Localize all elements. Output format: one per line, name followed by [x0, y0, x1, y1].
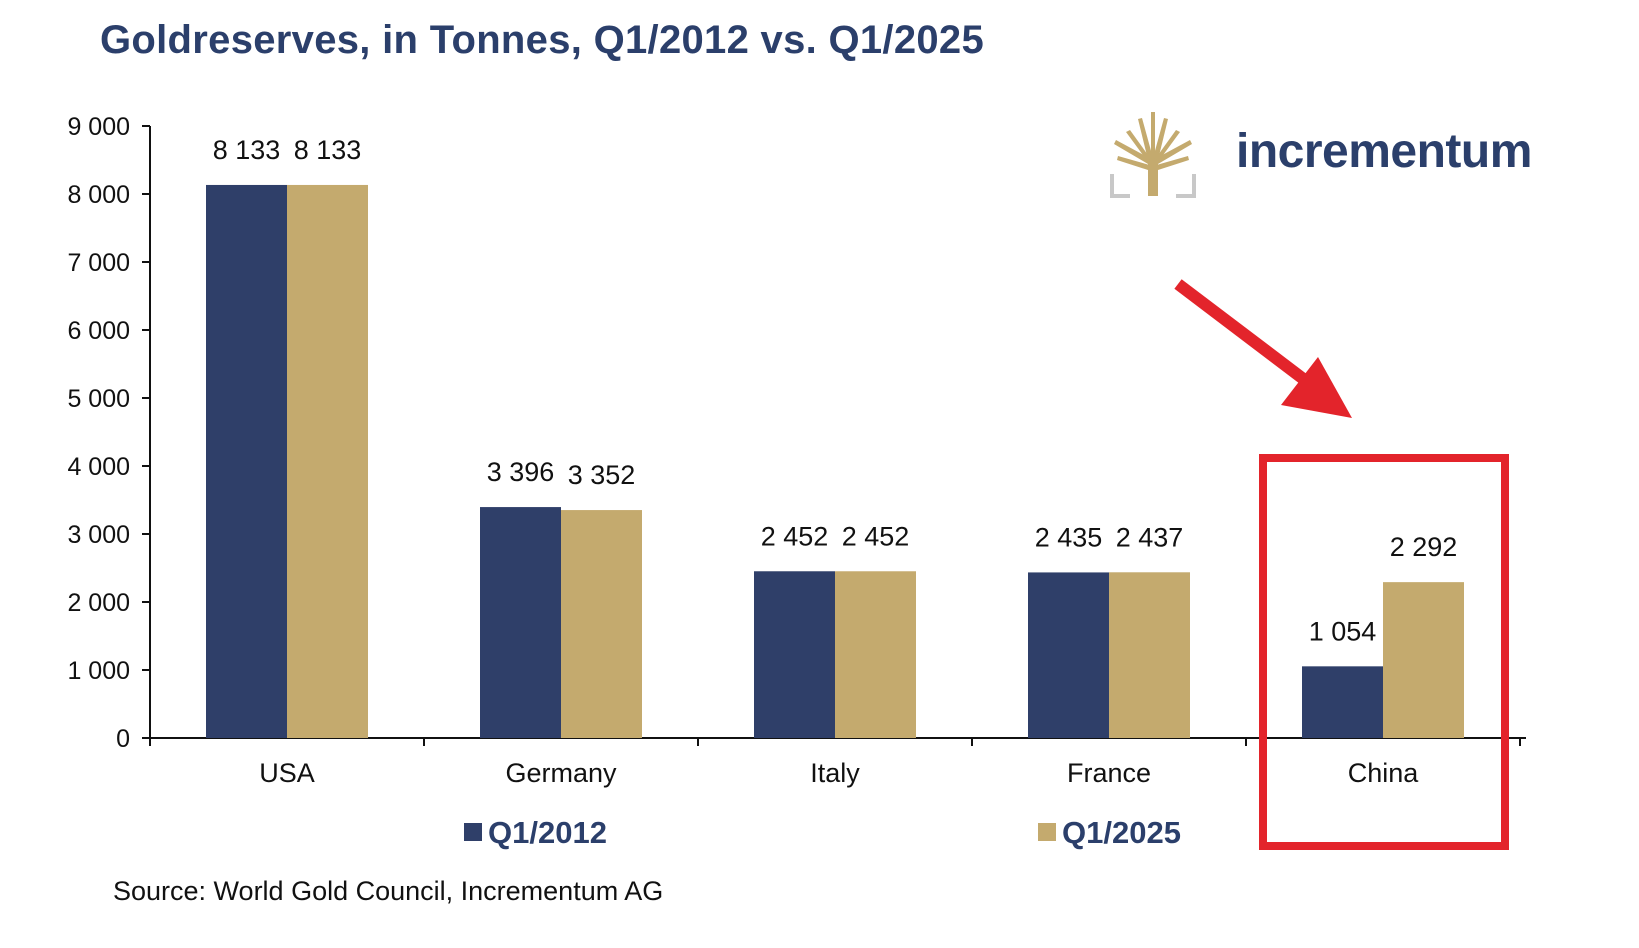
- y-tick-label: 9 000: [67, 113, 130, 141]
- data-label: 2 452: [761, 521, 829, 551]
- x-tick-label: France: [1067, 758, 1151, 788]
- tree-icon: [1110, 112, 1196, 198]
- x-axis: [149, 737, 1526, 746]
- x-tick-label: China: [1348, 758, 1420, 788]
- data-labels: 8 133 8 133 3 396 3 352 2 452 2 452 2 435 2 437…: [213, 135, 1458, 646]
- bar-italy-q1-2012: [754, 571, 835, 738]
- data-label: 3 396: [487, 457, 555, 487]
- legend-swatch: [1038, 823, 1056, 841]
- chart-title: Goldreserves, in Tonnes, Q1/2012 vs. Q1/…: [100, 18, 985, 62]
- bar-china-q1-2025: [1383, 582, 1464, 738]
- bar-italy-q1-2025: [835, 571, 916, 738]
- data-label: 2 452: [842, 521, 910, 551]
- y-tick-label: 0: [116, 725, 130, 753]
- bar-germany-q1-2025: [561, 510, 642, 738]
- red-arrow-icon: [1174, 279, 1352, 418]
- y-tick-label: 3 000: [67, 521, 130, 549]
- y-tick-label: 1 000: [67, 657, 130, 685]
- x-tick-label: Italy: [810, 758, 860, 788]
- bars: [206, 184, 1464, 738]
- y-tick-label: 2 000: [67, 589, 130, 617]
- data-label: 1 054: [1309, 616, 1377, 646]
- incrementum-logo: incrementum: [1108, 110, 1588, 200]
- y-tick-label: 5 000: [67, 385, 130, 413]
- x-tick-labels: USA Germany Italy France China: [259, 758, 1419, 788]
- bar-france-q1-2025: [1109, 572, 1190, 738]
- source-note: Source: World Gold Council, Incrementum …: [113, 876, 664, 906]
- y-axis: 0 1 000 2 000 3 000 4 000 5 000 6 000 7 000 8 00…: [67, 113, 151, 753]
- bar-china-q1-2012: [1302, 666, 1383, 738]
- bar-usa-q1-2012: [206, 184, 287, 738]
- y-tick-label: 7 000: [67, 249, 130, 277]
- y-tick-label: 8 000: [67, 181, 130, 209]
- data-label: 3 352: [568, 460, 636, 490]
- highlight-box: [1259, 454, 1509, 850]
- logo-wordmark: incrementum: [1236, 125, 1532, 178]
- data-label: 8 133: [294, 135, 362, 165]
- legend-label: Q1/2012: [488, 815, 607, 850]
- data-label: 2 292: [1390, 532, 1458, 562]
- bar-germany-q1-2012: [480, 507, 561, 738]
- bar-usa-q1-2025: [287, 184, 368, 738]
- data-label: 8 133: [213, 135, 281, 165]
- data-label: 2 437: [1116, 522, 1184, 552]
- y-tick-label: 4 000: [67, 453, 130, 481]
- legend: Q1/2012 Q1/2025: [464, 815, 1181, 850]
- bar-france-q1-2012: [1028, 572, 1109, 738]
- legend-swatch: [464, 823, 482, 841]
- y-tick-label: 6 000: [67, 317, 130, 345]
- x-tick-label: Germany: [505, 758, 617, 788]
- x-tick-label: USA: [259, 758, 315, 788]
- annotations: [1174, 279, 1509, 850]
- legend-label: Q1/2025: [1062, 815, 1181, 850]
- data-label: 2 435: [1035, 522, 1103, 552]
